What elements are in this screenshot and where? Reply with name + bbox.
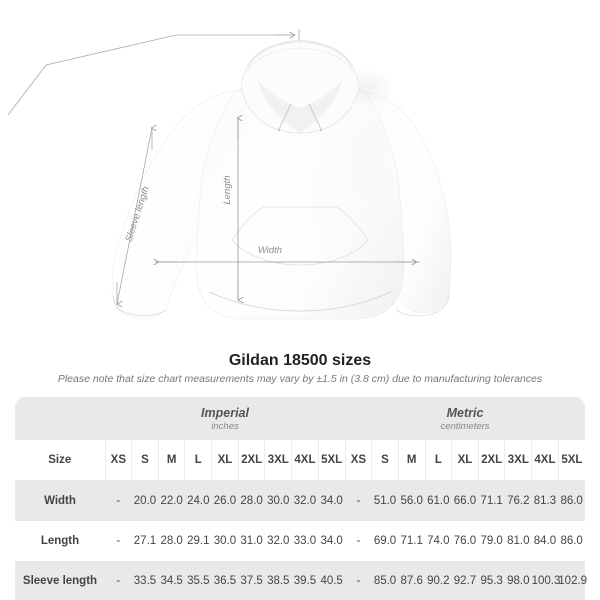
svg-text:Width: Width bbox=[258, 245, 282, 256]
svg-text:Length: Length bbox=[222, 175, 233, 204]
